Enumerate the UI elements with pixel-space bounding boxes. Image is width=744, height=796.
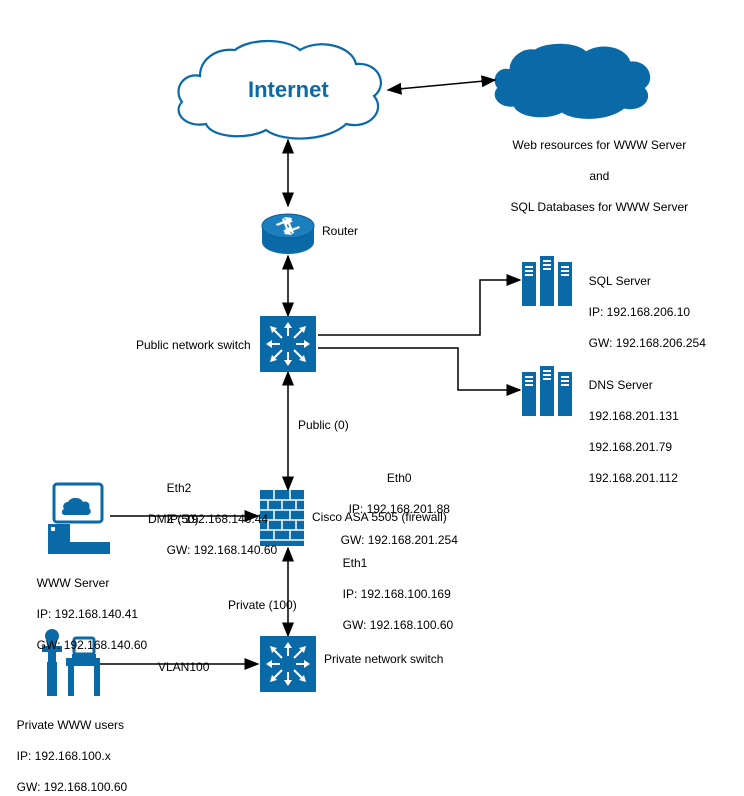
dns-server-text: DNS Server 192.168.201.131 192.168.201.7…: [582, 362, 679, 487]
internet-label: Internet: [248, 76, 329, 105]
firewall-label: Cisco ASA 5505 (firewall): [312, 510, 447, 526]
public-switch-label: Public network switch: [136, 338, 251, 354]
edge-internet-resources: [388, 80, 495, 90]
private-users-text: Private WWW users IP: 192.168.100.x GW: …: [10, 702, 127, 796]
sql-server-icon: [522, 256, 572, 306]
private-zone-label: Private (100): [228, 598, 297, 614]
sql-server-text: SQL Server IP: 192.168.206.10 GW: 192.16…: [582, 258, 706, 352]
router-label: Router: [322, 224, 358, 240]
www-server-text: WWW Server IP: 192.168.140.41 GW: 192.16…: [30, 560, 147, 654]
dns-server-icon: [522, 366, 572, 416]
eth0-text: Eth0 IP: 192.168.201.88 GW: 192.168.201.…: [334, 455, 458, 549]
public-switch-icon: [260, 316, 316, 372]
www-server-icon: [48, 484, 110, 554]
private-switch-icon: [260, 636, 316, 692]
router-icon: [262, 214, 314, 254]
resources-cloud-text: Web resources for WWW Server and SQL Dat…: [496, 122, 696, 216]
resources-cloud: [495, 44, 650, 118]
private-switch-label: Private network switch: [324, 652, 443, 668]
dmz-label: DMZ (50): [148, 512, 199, 528]
eth1-text: Eth1 IP: 192.168.100.169 GW: 192.168.100…: [336, 540, 453, 634]
public-zone-label: Public (0): [298, 418, 349, 434]
vlan-label: VLAN100: [158, 660, 209, 676]
edge-pubswitch-sql: [318, 280, 520, 335]
edge-pubswitch-dns: [318, 348, 520, 390]
